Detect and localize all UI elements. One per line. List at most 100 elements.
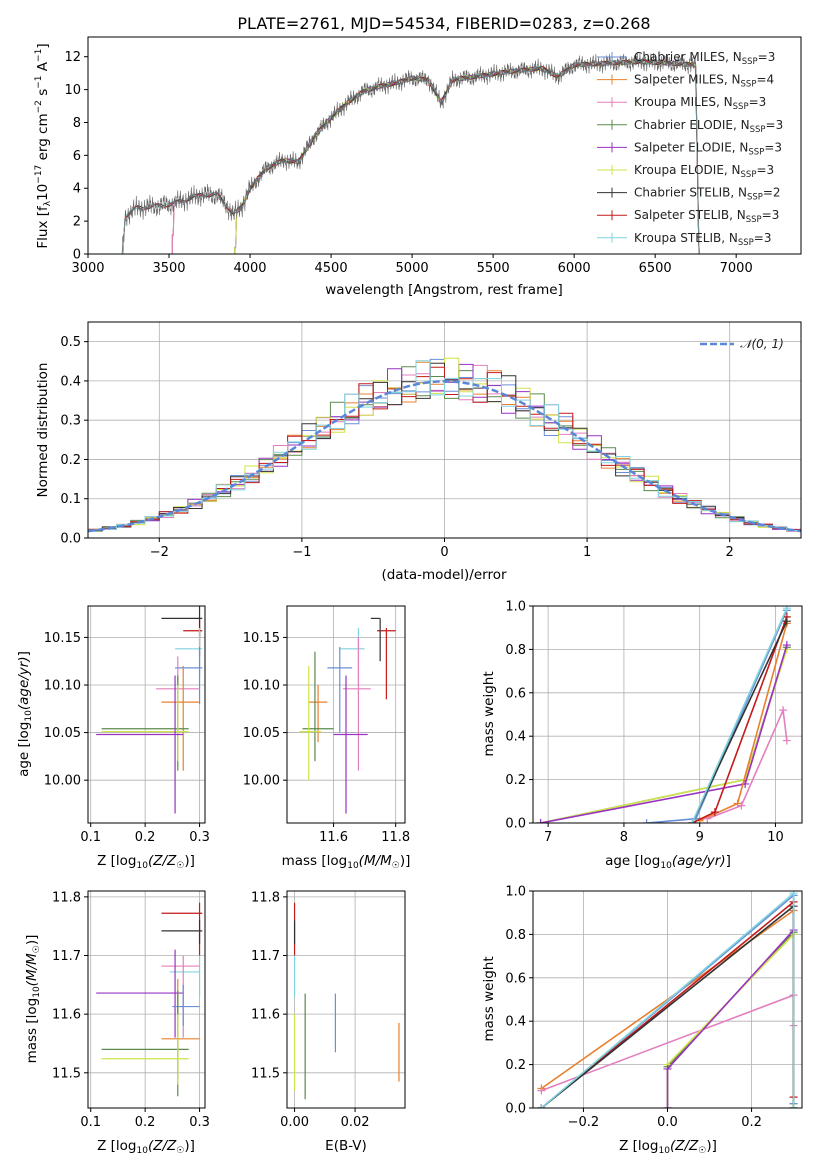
legend-label-salpeter-stelib: Salpeter STELIB, NSSP=3	[634, 208, 779, 225]
y-tick-label: 10.10	[44, 678, 81, 693]
legend-nssp: =3	[754, 231, 772, 245]
age-vs-mass-ticks: 11.6 11.8 10.00 10.05 10.10 10.15	[243, 631, 410, 845]
spectrum-frame	[87, 36, 802, 255]
legend-subscript: SSP	[733, 102, 749, 112]
x-tick-label: 4000	[233, 261, 266, 276]
y-tick-label: 10.10	[243, 678, 280, 693]
x-tick-label: 0.2	[741, 1115, 762, 1130]
legend-label-salpeter-miles: Salpeter MILES, NSSP=4	[634, 73, 774, 90]
y-tick-label: 10.05	[243, 726, 280, 741]
legend-nssp: =3	[758, 50, 776, 64]
legend-subscript: SSP	[742, 57, 758, 67]
y-tick-label: 0.0	[60, 532, 81, 547]
age-vs-mass-xlabel: mass [log10(M/M☉)]	[282, 853, 411, 871]
mass-weight-vs-metallicity-ticks: −0.2 0.0 0.2 0.0 0.2 0.4 0.6 0.8 1.0	[505, 885, 762, 1131]
line-chabrier-stelib	[691, 620, 788, 823]
legend-nssp: =3	[764, 140, 782, 154]
gaussian-curve	[88, 380, 801, 533]
mass-vs-metallicity-plot-area	[96, 902, 203, 1097]
y-tick-label: 11.8	[251, 890, 280, 905]
marker-kroupa-stelib	[789, 891, 798, 898]
x-tick-label: 4500	[315, 261, 348, 276]
residuals-panel: −2 −1 0 1 2 0.0 0.1 0.2 0.3 0.4 0.5 (data-model)/e…	[35, 321, 802, 583]
mass-weight-vs-metallicity-ylabel: mass weight	[481, 956, 497, 1041]
y-tick-label: 0.3	[60, 414, 81, 429]
y-tick-label: 1.0	[505, 600, 526, 615]
spectrum-xlabel: wavelength [Angstrom, rest frame]	[325, 282, 563, 298]
x-tick-label: 0.3	[189, 1115, 210, 1130]
mass-vs-metallicity-xlabel: Z [log10(Z/Z☉)]	[97, 1138, 195, 1156]
x-tick-label: 0.0	[657, 1115, 678, 1130]
mass-weight-vs-age-plot-area	[536, 606, 791, 823]
x-tick-label: 2	[726, 545, 734, 560]
marker-chabrier-miles	[642, 819, 651, 823]
x-tick-label: 0.2	[135, 1115, 156, 1130]
age-vs-metallicity-panel: 0.1 0.2 0.3 10.00 10.05 10.10 10.15 Z [log10(Z…	[16, 605, 210, 871]
spectrum-ylabel: Flux [fλ10−17 erg cm−2 s−1 A−1]	[34, 43, 53, 248]
x-tick-label: −1	[292, 545, 311, 560]
y-tick-label: 10.15	[243, 631, 280, 646]
age-vs-metallicity-frame	[87, 605, 206, 824]
y-tick-label: 1.0	[505, 885, 526, 900]
y-tick-label: 10.15	[44, 631, 81, 646]
x-tick-label: −0.2	[568, 1115, 600, 1130]
legend-nssp: =3	[762, 208, 780, 222]
x-tick-label: 11.6	[319, 830, 348, 845]
legend-label-kroupa-stelib: Kroupa STELIB, NSSP=3	[634, 231, 772, 248]
y-tick-label: 0	[73, 248, 81, 263]
legend-subscript: SSP	[748, 147, 764, 157]
y-tick-label: 0.1	[60, 492, 81, 507]
age-vs-mass-panel: 11.6 11.8 10.00 10.05 10.10 10.15 mass [log10…	[243, 605, 411, 871]
spectrum-plot-area	[121, 52, 700, 254]
mass-vs-metallicity-frame	[87, 890, 206, 1109]
legend-label-kroupa-elodie: Kroupa ELODIE, NSSP=3	[634, 163, 774, 180]
mass-vs-metallicity-ylabel: mass [log10(M/M☉)]	[24, 935, 42, 1064]
age-vs-mass-frame	[286, 605, 406, 824]
marker-salpeter-elodie	[663, 1064, 672, 1073]
y-tick-label: 0.8	[505, 643, 526, 658]
y-tick-label: 0.8	[505, 928, 526, 943]
x-tick-label: 0.3	[189, 830, 210, 845]
mass-weight-vs-age-ticks: 7 8 9 10 0.0 0.2 0.4 0.6 0.8 1.0	[505, 600, 783, 846]
marker-salpeter-stelib	[710, 808, 719, 817]
x-tick-label: 11.8	[381, 830, 410, 845]
x-tick-label: 0.02	[341, 1115, 370, 1130]
age-vs-metallicity-plot-area	[96, 606, 203, 814]
residuals-legend: 𝒩(0, 1)	[700, 337, 784, 351]
legend-nssp: =3	[749, 95, 767, 109]
y-tick-label: 0.5	[60, 335, 81, 350]
mass-weight-vs-age-ylabel: mass weight	[481, 671, 497, 756]
y-tick-label: 11.5	[52, 1066, 81, 1081]
marker-kroupa-miles	[782, 736, 791, 745]
mass-weight-vs-age-panel: 7 8 9 10 0.0 0.2 0.4 0.6 0.8 1.0 age [log10(age/y…	[481, 600, 803, 871]
y-tick-label: 0.2	[505, 773, 526, 788]
residuals-ylabel: Normed distribution	[35, 363, 51, 498]
marker-kroupa-stelib	[688, 819, 697, 823]
x-tick-label: 7	[544, 830, 552, 845]
mass-weight-vs-metallicity-panel: −0.2 0.0 0.2 0.0 0.2 0.4 0.6 0.8 1.0 Z [log10(Z/…	[481, 885, 803, 1156]
gaussian-legend-label: 𝒩(0, 1)	[740, 337, 784, 351]
mass-vs-extinction-ticks: 0.00 0.02 11.5 11.6 11.7 11.8	[251, 890, 370, 1130]
legend-label-chabrier-stelib: Chabrier STELIB, NSSP=2	[634, 186, 781, 203]
legend-label-chabrier-miles: Chabrier MILES, NSSP=3	[634, 50, 775, 67]
x-tick-label: 7000	[720, 261, 753, 276]
legend-nssp: =3	[766, 118, 784, 132]
age-vs-metallicity-ticks: 0.1 0.2 0.3 10.00 10.05 10.10 10.15	[44, 631, 210, 845]
x-tick-label: 0.1	[80, 1115, 101, 1130]
legend-subscript: SSP	[741, 80, 757, 90]
spectrum-panel: PLATE=2761, MJD=54534, FIBERID=0283, z=0…	[34, 14, 802, 298]
y-tick-label: 11.5	[251, 1066, 280, 1081]
x-tick-label: 3500	[152, 261, 185, 276]
y-tick-label: 11.6	[52, 1008, 81, 1023]
y-tick-label: 0.0	[505, 1102, 526, 1117]
y-tick-label: 2	[73, 215, 81, 230]
legend-nssp: =3	[756, 163, 774, 177]
x-tick-label: 3000	[71, 261, 104, 276]
residuals-plot-area	[88, 357, 801, 533]
x-tick-label: 5500	[477, 261, 510, 276]
mass-vs-extinction-frame	[286, 890, 406, 1109]
marker-kroupa-stelib	[782, 606, 791, 613]
y-tick-label: 12	[64, 50, 81, 65]
marker-salpeter-elodie	[663, 1104, 672, 1108]
